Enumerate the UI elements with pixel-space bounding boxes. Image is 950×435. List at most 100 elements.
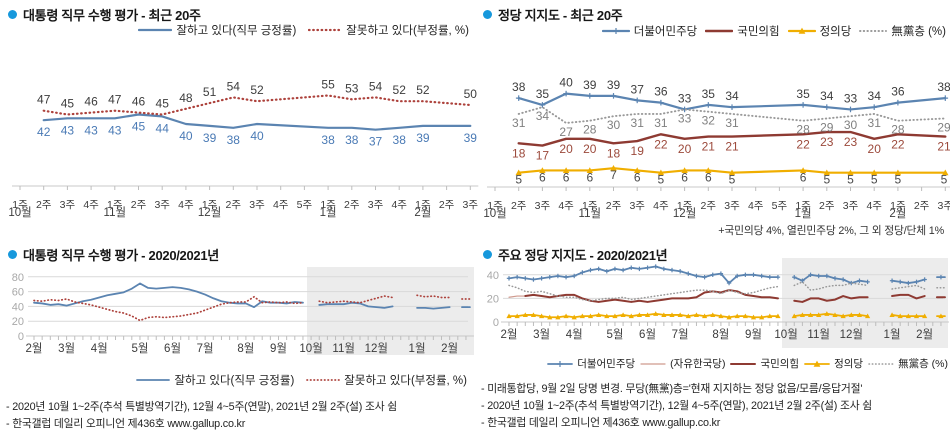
data-label: 21 [937,140,950,154]
party-support-year-chart: 0 20 40 2월 3월 4월 5월 6월 7월 8월 9월 10월 11월 12월 1월 2월 [487,258,949,348]
pres-approval-recent-panel: 대통령 직무 수행 평가 - 최근 20주 잘하고 있다(직무 긍정률) 잘못하고… [0,0,475,240]
series-hankook [508,295,526,298]
data-label: 37 [631,82,645,96]
data-label: 29 [937,120,950,134]
footnote-other-parties: +국민의당 4%, 열린민주당 2%, 그 외 정당/단체 1% [718,225,944,237]
panel-title: 대통령 직무 수행 평가 - 최근 20주 [23,8,201,23]
legend-item-disapprove: 잘못하고 있다(부정률, %) [306,372,467,388]
svg-text:3주: 3주 [724,200,740,212]
svg-text:11월: 11월 [104,206,127,219]
data-label: 6 [634,170,641,184]
data-label: 53 [345,81,359,95]
data-label: 38 [512,80,526,94]
series-minju [506,264,946,286]
svg-text:2주: 2주 [36,199,52,211]
pres-approval-recent-chart: 1주 2주 3주 4주 1주 2주 3주 4주 1주 2주 3주 4주 5주 1주 2주 3주 4주 1주 2주 3주… [8,78,478,220]
svg-text:60: 60 [12,287,24,299]
data-label: 38 [345,133,359,147]
data-label: 6 [539,170,546,184]
svg-text:1월: 1월 [795,207,812,220]
svg-text:1월: 1월 [320,206,337,219]
footnote-source: - 한국갤럽 데일리 오피니언 제436호 www.gallup.co.kr [6,418,246,430]
data-label: 48 [179,91,193,105]
legend-label-mudang: 無黨층 (%) [891,26,946,38]
pres-approval-year-chart: 0 20 40 60 80 2월 3월 4월 5월 6월 7월 8월 9월 10월 11월 12월 1월 2월 [12,267,474,355]
series-jungui [506,311,946,320]
svg-text:4월: 4월 [566,328,583,341]
svg-text:0: 0 [18,331,24,343]
data-label: 43 [108,123,122,137]
svg-text:4주: 4주 [273,199,289,211]
data-label: 5 [895,173,902,187]
data-label: 32 [702,114,716,128]
data-label: 29 [820,120,834,134]
data-label: 27 [559,125,573,139]
legend-swatch-kukmin [730,362,757,365]
data-label: 17 [536,149,550,163]
data-label: 5 [871,173,878,187]
data-label: 5 [941,173,948,187]
data-label: 45 [61,97,75,111]
legend-label-jungui: 정의당 [834,358,864,370]
data-label: 54 [227,79,241,93]
svg-text:1주: 1주 [487,200,503,212]
legend-item-jungui: 정의당 [804,356,863,371]
data-label: 52 [393,83,407,97]
data-label: 34 [536,109,550,123]
svg-text:4주: 4주 [653,200,669,212]
data-label: 5 [658,173,665,187]
legend: 더불어민주당 (자유한국당) 국민의힘 정의당 無黨층 (%) [477,356,948,371]
legend-swatch-jungui [804,360,830,367]
svg-text:7월: 7월 [672,328,689,341]
data-label: 38 [227,133,241,147]
data-label: 6 [563,170,570,184]
data-label: 40 [179,129,193,143]
svg-text:2주: 2주 [131,199,147,211]
data-label: 54 [369,79,383,93]
data-label: 52 [250,83,264,97]
panel-header: 정당 지지도 - 최근 20주 [483,5,623,24]
data-label: 20 [559,142,573,156]
data-label: 39 [464,131,478,145]
svg-text:3주: 3주 [368,199,384,211]
legend-label-minju: 더불어민주당 [577,358,636,370]
svg-text:3주: 3주 [843,200,859,212]
svg-text:3주: 3주 [154,199,170,211]
svg-text:2주: 2주 [819,200,835,212]
data-label: 33 [678,91,692,105]
panel-header: 주요 정당 지지도 - 2020/2021년 [483,245,668,264]
svg-text:1주: 1주 [582,200,598,212]
svg-text:1주: 1주 [202,199,218,211]
legend: 잘하고 있다(직무 긍정률) 잘못하고 있다(부정률, %) [136,372,467,388]
series-jungui: 5 6 6 6 7 6 5 6 6 5 6 5 5 5 5 5 [515,164,949,187]
legend-label-approve: 잘하고 있다(직무 긍정률) [176,25,297,37]
panel-title: 대통령 직무 수행 평가 - 2020/2021년 [23,248,219,263]
svg-text:4주: 4주 [83,199,99,211]
svg-text:20: 20 [487,293,499,305]
data-label: 47 [37,93,51,107]
legend-swatch-minju [547,360,574,367]
svg-text:2주: 2주 [511,200,527,212]
data-label: 7 [610,168,617,182]
bullet-icon [8,250,17,259]
panel-title: 정당 지지도 - 최근 20주 [498,8,623,23]
party-support-recent-panel: 정당 지지도 - 최근 20주 더불어민주당 국민의힘 정의당 無黨층 (%) +국민… [475,0,950,240]
data-label: 42 [37,125,51,139]
svg-text:2월: 2월 [916,328,933,341]
svg-text:3주: 3주 [249,199,265,211]
series-disapprove: 47 45 46 47 46 45 48 51 54 52 55 53 54 52 52 50 [37,78,477,116]
data-label: 39 [607,78,621,92]
svg-text:2주: 2주 [701,200,717,212]
data-label: 36 [891,85,905,99]
data-label: 55 [321,78,335,92]
data-label: 20 [868,142,882,156]
legend-item-jungui: 정의당 [787,23,851,39]
svg-text:4주: 4주 [558,200,574,212]
svg-text:1주: 1주 [677,200,693,212]
svg-text:9월: 9월 [270,342,287,355]
series-minju: 38 35 40 39 39 37 36 33 35 34 35 34 33 34 36 38 [512,76,950,113]
svg-text:3주: 3주 [60,199,76,211]
svg-text:1주: 1주 [890,200,906,212]
legend-item-disapprove: 잘못하고 있다(부정률, %) [308,22,469,38]
